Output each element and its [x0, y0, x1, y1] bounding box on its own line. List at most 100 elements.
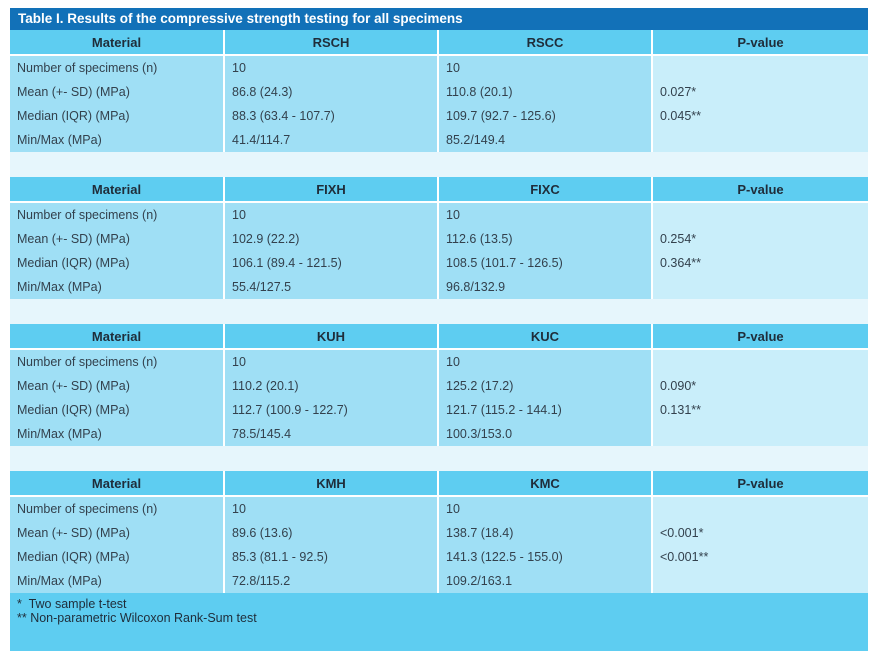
column-header: Material: [10, 30, 224, 56]
table-cell: 110.8 (20.1): [437, 80, 652, 104]
table-row: Number of specimens (n) 10 10: [10, 202, 868, 227]
column-header: KUC: [437, 324, 652, 350]
table-cell: 141.3 (122.5 - 155.0): [437, 545, 652, 569]
table-cell: 112.6 (13.5): [437, 227, 652, 251]
table-row: Number of specimens (n) 10 10: [10, 349, 868, 374]
table-cell: 138.7 (18.4): [437, 521, 652, 545]
column-header: P-value: [651, 30, 868, 56]
table-cell: 85.2/149.4: [437, 128, 652, 152]
table-row: Min/Max (MPa) 41.4/114.7 85.2/149.4: [10, 128, 868, 152]
p-value-cell: 0.364**: [651, 251, 868, 275]
row-label: Median (IQR) (MPa): [10, 251, 224, 275]
table-cell: 106.1 (89.4 - 121.5): [223, 251, 438, 275]
table-cell: 78.5/145.4: [223, 422, 438, 446]
table-row: Mean (+- SD) (MPa) 110.2 (20.1) 125.2 (1…: [10, 374, 868, 398]
table-cell: 89.6 (13.6): [223, 521, 438, 545]
table-cell: 88.3 (63.4 - 107.7): [223, 104, 438, 128]
block-spacer: [10, 446, 868, 471]
row-label: Number of specimens (n): [10, 496, 224, 521]
row-label: Median (IQR) (MPa): [10, 398, 224, 422]
column-header: FIXC: [437, 177, 652, 203]
footnote: * Two sample t-test: [17, 597, 127, 611]
row-label: Min/Max (MPa): [10, 569, 224, 593]
column-header: P-value: [651, 324, 868, 350]
row-label: Min/Max (MPa): [10, 275, 224, 299]
block-spacer: [10, 152, 868, 177]
table-footnotes: * Two sample t-test ** Non-parametric Wi…: [10, 593, 868, 651]
column-header: Material: [10, 177, 224, 203]
p-value-cell: 0.027*: [651, 80, 868, 104]
results-table-figure: Table I. Results of the compressive stre…: [10, 8, 868, 651]
p-value-cell: [651, 275, 868, 299]
table-cell: 112.7 (100.9 - 122.7): [223, 398, 438, 422]
table-cell: 10: [223, 202, 438, 227]
row-label: Number of specimens (n): [10, 55, 224, 80]
column-header: RSCC: [437, 30, 652, 56]
table-row: Median (IQR) (MPa) 85.3 (81.1 - 92.5) 14…: [10, 545, 868, 569]
table-cell: 86.8 (24.3): [223, 80, 438, 104]
table-cell: 109.2/163.1: [437, 569, 652, 593]
table-cell: 96.8/132.9: [437, 275, 652, 299]
table-title: Table I. Results of the compressive stre…: [10, 8, 868, 30]
p-value-cell: 0.045**: [651, 104, 868, 128]
block-spacer: [10, 299, 868, 324]
table-header-row: Material KUH KUC P-value: [10, 324, 868, 350]
table-row: Median (IQR) (MPa) 106.1 (89.4 - 121.5) …: [10, 251, 868, 275]
column-header: KUH: [223, 324, 438, 350]
row-label: Mean (+- SD) (MPa): [10, 521, 224, 545]
column-header: P-value: [651, 177, 868, 203]
p-value-cell: 0.090*: [651, 374, 868, 398]
table-row: Mean (+- SD) (MPa) 102.9 (22.2) 112.6 (1…: [10, 227, 868, 251]
row-label: Median (IQR) (MPa): [10, 104, 224, 128]
table-row: Mean (+- SD) (MPa) 86.8 (24.3) 110.8 (20…: [10, 80, 868, 104]
table-cell: 41.4/114.7: [223, 128, 438, 152]
column-header: Material: [10, 324, 224, 350]
table-cell: 10: [437, 496, 652, 521]
column-header: KMH: [223, 471, 438, 497]
table-cell: 85.3 (81.1 - 92.5): [223, 545, 438, 569]
table-cell: 100.3/153.0: [437, 422, 652, 446]
p-value-cell: <0.001*: [651, 521, 868, 545]
table-cell: 102.9 (22.2): [223, 227, 438, 251]
p-value-cell: <0.001**: [651, 545, 868, 569]
table-row: Number of specimens (n) 10 10: [10, 55, 868, 80]
table-row: Mean (+- SD) (MPa) 89.6 (13.6) 138.7 (18…: [10, 521, 868, 545]
table-cell: 108.5 (101.7 - 126.5): [437, 251, 652, 275]
table-header-row: Material KMH KMC P-value: [10, 471, 868, 497]
row-label: Median (IQR) (MPa): [10, 545, 224, 569]
column-header: RSCH: [223, 30, 438, 56]
table-row: Median (IQR) (MPa) 112.7 (100.9 - 122.7)…: [10, 398, 868, 422]
row-label: Min/Max (MPa): [10, 422, 224, 446]
table-cell: 10: [437, 202, 652, 227]
p-value-cell: [651, 128, 868, 152]
table-cell: 109.7 (92.7 - 125.6): [437, 104, 652, 128]
table-row: Min/Max (MPa) 55.4/127.5 96.8/132.9: [10, 275, 868, 299]
table-cell: 10: [437, 55, 652, 80]
table-header-row: Material RSCH RSCC P-value: [10, 30, 868, 56]
p-value-cell: [651, 569, 868, 593]
table-header-row: Material FIXH FIXC P-value: [10, 177, 868, 203]
p-value-cell: [651, 55, 868, 80]
p-value-cell: 0.131**: [651, 398, 868, 422]
row-label: Mean (+- SD) (MPa): [10, 374, 224, 398]
p-value-cell: [651, 349, 868, 374]
results-table: Material RSCH RSCC P-value Number of spe…: [10, 30, 868, 593]
column-header: P-value: [651, 471, 868, 497]
column-header: Material: [10, 471, 224, 497]
column-header: KMC: [437, 471, 652, 497]
table-cell: 72.8/115.2: [223, 569, 438, 593]
row-label: Mean (+- SD) (MPa): [10, 227, 224, 251]
p-value-cell: [651, 422, 868, 446]
row-label: Mean (+- SD) (MPa): [10, 80, 224, 104]
table-row: Median (IQR) (MPa) 88.3 (63.4 - 107.7) 1…: [10, 104, 868, 128]
p-value-cell: [651, 496, 868, 521]
table-row: Number of specimens (n) 10 10: [10, 496, 868, 521]
table-cell: 121.7 (115.2 - 144.1): [437, 398, 652, 422]
table-cell: 125.2 (17.2): [437, 374, 652, 398]
table-cell: 10: [223, 349, 438, 374]
table-cell: 10: [437, 349, 652, 374]
table-cell: 10: [223, 496, 438, 521]
footnote: ** Non-parametric Wilcoxon Rank-Sum test: [17, 611, 257, 625]
table-row: Min/Max (MPa) 72.8/115.2 109.2/163.1: [10, 569, 868, 593]
row-label: Number of specimens (n): [10, 349, 224, 374]
